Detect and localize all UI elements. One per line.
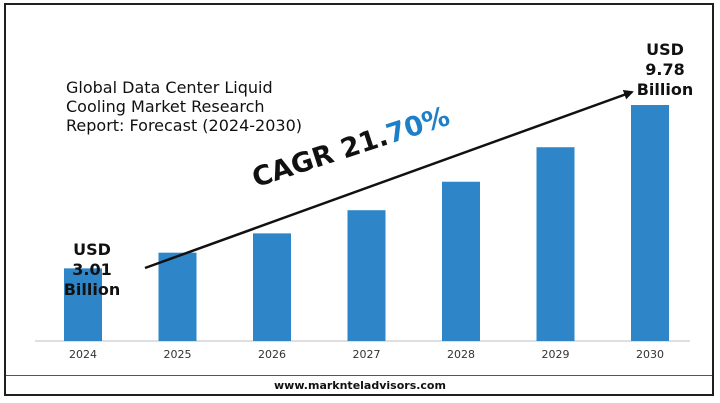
x-tick-label-2029: 2029 bbox=[542, 348, 570, 361]
start-label-unit: Billion bbox=[63, 280, 121, 299]
chart-title-line-2: Cooling Market Research bbox=[66, 97, 265, 116]
footer-divider bbox=[6, 375, 712, 376]
x-tick-label-2028: 2028 bbox=[447, 348, 475, 361]
bar-2026 bbox=[253, 233, 291, 341]
bar-2030 bbox=[631, 105, 669, 341]
bar-2024 bbox=[64, 268, 102, 341]
chart-title: Global Data Center Liquid Cooling Market… bbox=[66, 78, 302, 135]
x-tick-label-2030: 2030 bbox=[636, 348, 664, 361]
bar-2029 bbox=[536, 147, 575, 341]
end-value-label: USD 9.78 Billion bbox=[632, 40, 698, 100]
bar-2025 bbox=[158, 252, 197, 341]
start-value-label: USD 3.01 Billion bbox=[62, 240, 122, 300]
chart-title-line-3: Report: Forecast (2024-2030) bbox=[66, 116, 302, 135]
end-label-unit: Billion bbox=[636, 80, 694, 99]
start-label-currency: USD bbox=[73, 240, 111, 259]
growth-trend-arrow bbox=[144, 90, 634, 270]
end-label-currency: USD bbox=[646, 40, 684, 59]
x-tick-label-2024: 2024 bbox=[69, 348, 97, 361]
website-footer: www.marknteladvisors.com bbox=[274, 379, 446, 392]
end-label-value: 9.78 bbox=[645, 60, 685, 79]
x-tick-label-2025: 2025 bbox=[164, 348, 192, 361]
bar-2028 bbox=[442, 181, 480, 341]
chart-title-line-1: Global Data Center Liquid bbox=[66, 78, 273, 97]
bar-2027 bbox=[347, 210, 386, 341]
start-label-value: 3.01 bbox=[72, 260, 112, 279]
x-tick-label-2026: 2026 bbox=[258, 348, 286, 361]
x-tick-label-2027: 2027 bbox=[353, 348, 381, 361]
